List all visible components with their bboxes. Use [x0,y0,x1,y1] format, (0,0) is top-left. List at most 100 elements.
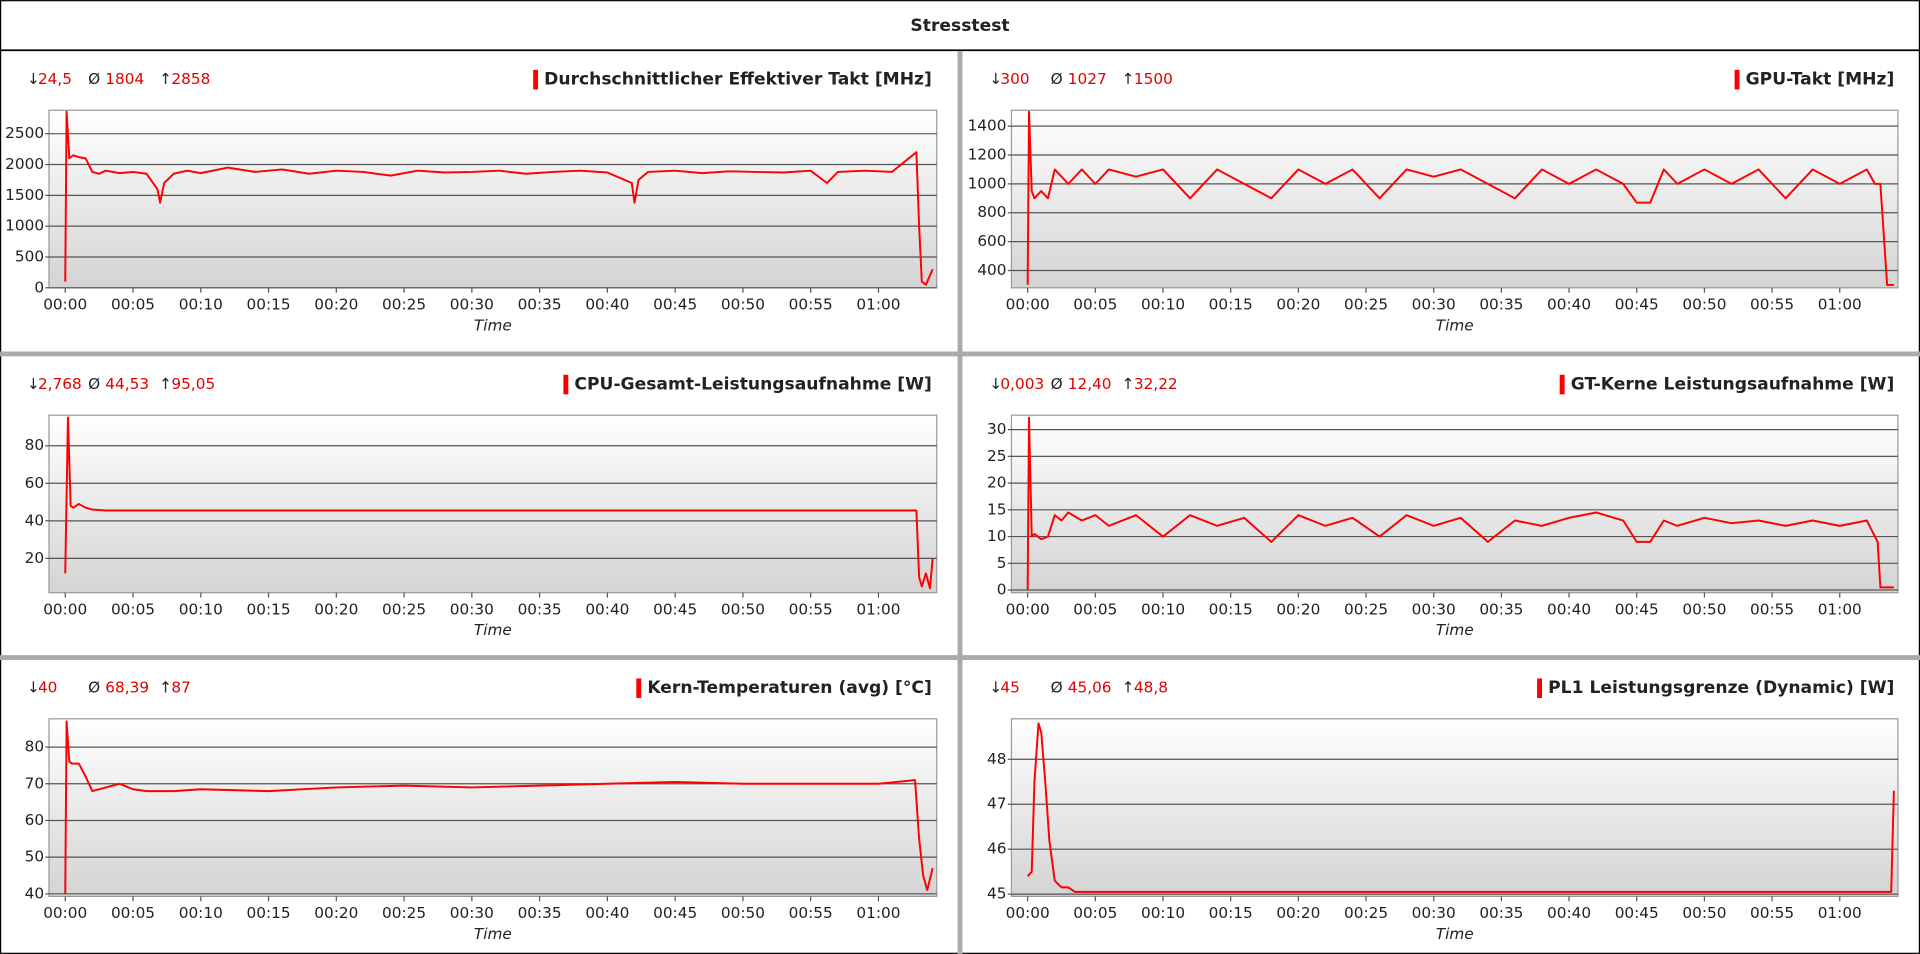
x-tick-label: 00:20 [1276,295,1320,313]
y-tick-label: 47 [987,795,1006,813]
stat-symbol: ↑ [159,70,172,88]
stat-value: 1027 [1068,70,1107,88]
y-tick-label: 60 [25,811,44,829]
x-axis-label: Time [1436,925,1474,943]
chart-title: PL1 Leistungsgrenze (Dynamic) [W] [1548,678,1894,698]
x-tick-label: 00:00 [1006,295,1050,313]
x-tick-label: 00:00 [1006,904,1050,922]
x-tick-label: 01:00 [856,904,900,922]
stat-symbol: ↓ [27,70,40,88]
y-tick-label: 1200 [968,146,1007,164]
stat-value: 95,05 [171,375,215,393]
y-tick-label: 50 [25,848,44,866]
chart-title: GPU-Takt [MHz] [1746,70,1895,90]
stat-symbol: ↓ [27,679,40,697]
x-tick-label: 00:45 [1615,295,1659,313]
x-tick-label: 00:20 [1276,600,1320,618]
data-line [1026,416,1894,591]
plot-area [1010,414,1899,594]
data-line [1026,110,1894,286]
page-title: Stresstest [910,16,1009,36]
x-tick-label: 00:05 [1073,295,1117,313]
y-tick-label: 2000 [5,155,44,173]
stat-symbol: ↓ [989,70,1002,88]
legend-swatch [563,374,569,395]
stat-value: 68,39 [105,679,149,697]
stat-value: 87 [171,679,190,697]
y-tick-label: 1000 [5,217,44,235]
x-tick-label: 00:10 [179,904,223,922]
x-tick-label: 00:55 [789,904,833,922]
x-tick-label: 01:00 [856,600,900,618]
x-tick-label: 00:35 [518,904,562,922]
y-tick-label: 70 [25,774,44,792]
plot-area [1010,718,1899,897]
x-tick-label: 00:55 [1750,295,1794,313]
stat-symbol: ↑ [1122,679,1135,697]
y-tick-label: 80 [25,436,44,454]
x-tick-label: 00:40 [585,600,629,618]
x-tick-label: 00:00 [1006,600,1050,618]
stat-value: 45,06 [1068,679,1112,697]
y-tick-label: 45 [987,885,1006,903]
x-tick-label: 00:15 [246,600,290,618]
x-tick-label: 00:25 [382,295,426,313]
stat-value: 45 [1000,679,1019,697]
x-tick-label: 00:40 [1547,295,1591,313]
x-tick-label: 00:05 [1073,600,1117,618]
x-tick-label: 00:30 [1412,295,1456,313]
y-tick-label: 40 [25,884,44,902]
stat-value: 12,40 [1068,375,1112,393]
x-tick-label: 00:10 [179,295,223,313]
x-tick-label: 00:30 [450,295,494,313]
x-tick-label: 00:05 [111,600,155,618]
x-tick-label: 01:00 [1818,295,1862,313]
y-tick-label: 1400 [968,117,1007,135]
stat-value: 1500 [1134,70,1173,88]
x-tick-label: 00:55 [789,600,833,618]
stat-value: 300 [1000,70,1029,88]
x-tick-label: 00:25 [1344,904,1388,922]
plot-area [48,109,938,289]
stat-symbol: Ø [88,70,100,88]
stat-symbol: Ø [88,375,100,393]
x-tick-label: 00:40 [1547,904,1591,922]
stat-value: 48,8 [1134,679,1168,697]
x-tick-label: 00:35 [1479,600,1523,618]
x-tick-label: 00:15 [246,904,290,922]
x-tick-label: 00:45 [653,295,697,313]
x-tick-label: 00:50 [1682,600,1726,618]
stat-symbol: ↓ [27,375,40,393]
stat-symbol: ↓ [989,375,1002,393]
x-tick-label: 00:45 [1615,904,1659,922]
x-tick-label: 00:55 [1750,600,1794,618]
x-tick-label: 01:00 [856,295,900,313]
x-tick-label: 00:15 [1209,600,1253,618]
stat-value: 2858 [171,70,210,88]
stat-symbol: Ø [88,679,100,697]
stat-symbol: Ø [1051,70,1063,88]
x-tick-label: 00:40 [585,295,629,313]
stat-value: 2,768 [38,375,82,393]
y-tick-label: 20 [987,474,1006,492]
x-tick-label: 00:45 [653,600,697,618]
x-tick-label: 00:10 [179,600,223,618]
y-tick-label: 48 [987,750,1006,768]
y-tick-label: 400 [977,261,1006,279]
y-tick-label: 800 [977,203,1006,221]
x-axis-label: Time [474,925,512,943]
plot-area [1010,109,1899,289]
data-line [64,110,934,286]
x-tick-label: 00:55 [1750,904,1794,922]
x-tick-label: 00:15 [246,295,290,313]
x-tick-label: 00:30 [1412,600,1456,618]
y-tick-label: 5 [997,554,1007,572]
x-tick-label: 00:50 [721,295,765,313]
plot-area [48,414,938,594]
x-tick-label: 00:25 [1344,600,1388,618]
chart-title: Kern-Temperaturen (avg) [°C] [647,678,932,698]
y-tick-label: 600 [977,232,1006,250]
y-tick-label: 10 [987,527,1006,545]
x-tick-label: 00:15 [1209,904,1253,922]
